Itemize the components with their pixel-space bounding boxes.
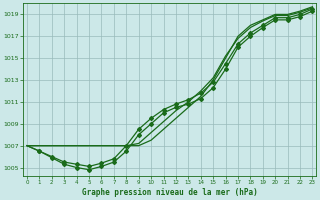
X-axis label: Graphe pression niveau de la mer (hPa): Graphe pression niveau de la mer (hPa) [82,188,258,197]
